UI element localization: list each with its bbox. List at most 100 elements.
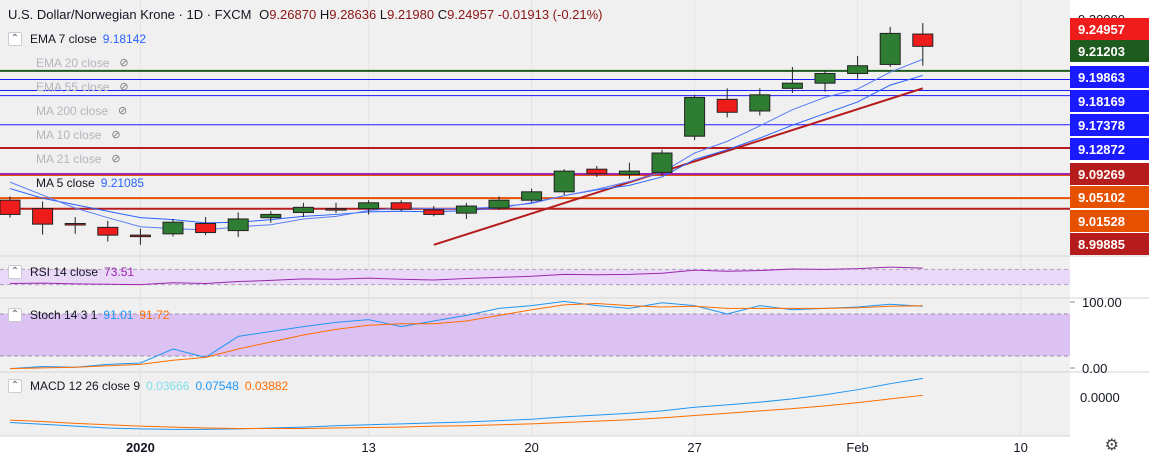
candle-body (195, 222, 217, 234)
osc-axis-label: 100.00 (1082, 295, 1122, 310)
eye-off-icon[interactable]: ⊘ (111, 129, 121, 141)
candle-body (423, 209, 445, 215)
time-axis-label: 27 (687, 440, 701, 455)
candle-body (651, 152, 673, 173)
price-label-bg (1070, 138, 1149, 160)
macd-signal-line (9, 394, 923, 429)
indicator-name: EMA 20 close (36, 56, 110, 70)
price-label-bg (1070, 114, 1149, 136)
indicator-legend-row[interactable]: EMA 20 close ⊘ (8, 54, 129, 72)
price-label-bg (1070, 66, 1149, 88)
price-label: 9.18169 (1078, 94, 1125, 109)
price-label: 9.21203 (1078, 44, 1125, 59)
rsi-legend[interactable]: ⌃ RSI 14 close 73.51 (8, 263, 134, 281)
macd-signal-value: 0.03882 (244, 379, 289, 393)
candle-body (32, 208, 54, 225)
indicator-legend-row[interactable]: MA 200 close ⊘ (8, 102, 127, 120)
chevron-up-icon[interactable]: ⌃ (8, 265, 22, 279)
symbol-title: U.S. Dollar/Norwegian Krone · 1D · FXCM (8, 7, 252, 22)
indicator-value: 9.21085 (100, 176, 145, 190)
price-label: 9.17378 (1078, 118, 1125, 133)
stoch-k-line (9, 300, 923, 370)
high-value: 9.28636 (329, 7, 377, 22)
eye-off-icon[interactable]: ⊘ (118, 105, 128, 117)
macd-line (9, 377, 923, 430)
stoch-k-value: 91.01 (103, 308, 134, 322)
candle-body (618, 170, 640, 175)
time-axis-label: Feb (846, 440, 868, 455)
open-value: 9.26870 (269, 7, 317, 22)
support-trendline (433, 87, 924, 246)
eye-off-icon[interactable]: ⊘ (111, 153, 121, 165)
osc-axis-label: 0.00 (1082, 361, 1107, 376)
price-label-bg (1070, 90, 1149, 112)
price-label-bg (1070, 18, 1149, 40)
indicator-legend-row[interactable]: MA 5 close 9.21085 (8, 174, 144, 192)
price-label: 9.12872 (1078, 142, 1125, 157)
price-label-bg (1070, 186, 1149, 208)
plot-background (0, 0, 1070, 436)
indicator-name: MA 21 close (36, 152, 102, 166)
rsi-value: 73.51 (104, 265, 135, 279)
macd-legend[interactable]: ⌃ MACD 12 26 close 9 0.03666 0.07548 0.0… (8, 377, 288, 395)
indicator-name: EMA 55 close (36, 80, 110, 94)
stoch-legend[interactable]: ⌃ Stoch 14 3 1 91.01 91.72 (8, 306, 169, 324)
indicator-legend-row[interactable]: ⌃ EMA 7 close 9.18142 (8, 30, 146, 48)
eye-off-icon[interactable]: ⊘ (119, 57, 129, 69)
gear-icon[interactable]: ⚙ (1104, 437, 1119, 454)
candle-body (912, 33, 934, 47)
chevron-up-icon[interactable]: ⌃ (8, 379, 22, 393)
rsi-line (9, 266, 923, 286)
candle-body (684, 96, 706, 137)
price-label-bg (1070, 233, 1149, 255)
candle-body (64, 222, 86, 226)
stoch-label: Stoch 14 3 1 (30, 308, 98, 322)
price-label: 9.01528 (1078, 214, 1125, 229)
indicator-legend-row[interactable]: MA 10 close ⊘ (8, 126, 121, 144)
symbol-header: U.S. Dollar/Norwegian Krone · 1D · FXCM … (8, 7, 603, 22)
price-label-bg (1070, 163, 1149, 185)
price-label: 9.24957 (1078, 22, 1125, 37)
candle-body (455, 205, 477, 214)
indicator-name: MA 10 close (36, 128, 102, 142)
candle-body (162, 221, 184, 235)
price-label: 9.05102 (1078, 190, 1125, 205)
candle-body (390, 202, 412, 210)
macd-line-value: 0.07548 (195, 379, 239, 393)
change-value: -0.01913 (-0.21%) (497, 7, 603, 22)
indicator-legend-row[interactable]: EMA 55 close ⊘ (8, 78, 129, 96)
indicator-name: MA 200 close (36, 104, 109, 118)
chevron-up-icon[interactable]: ⌃ (8, 32, 22, 46)
candle-body (227, 218, 249, 232)
candle-body (260, 213, 282, 219)
candle-body (129, 234, 151, 238)
indicator-name: MA 5 close (36, 176, 95, 190)
time-axis-label: 20 (524, 440, 538, 455)
candle-body (358, 202, 380, 210)
low-value: 9.21980 (387, 7, 435, 22)
time-axis-label: 10 (1013, 440, 1027, 455)
candle-body (879, 32, 901, 65)
candle-body (521, 191, 543, 201)
chevron-up-icon[interactable]: ⌃ (8, 308, 22, 322)
candle-body (488, 199, 510, 209)
candle-body (553, 170, 575, 193)
macd-axis-label: 0.0000 (1080, 390, 1120, 405)
indicator-legend-row[interactable]: MA 21 close ⊘ (8, 150, 121, 168)
indicator-value: 9.18142 (102, 32, 147, 46)
price-label-bg (1070, 40, 1149, 62)
rsi-label: RSI 14 close (30, 265, 99, 279)
eye-off-icon[interactable]: ⊘ (119, 81, 129, 93)
price-label-bg (1070, 210, 1149, 232)
candle-body (292, 206, 314, 213)
candle-body (716, 98, 738, 113)
stoch-band (0, 314, 1070, 356)
stoch-d-line (9, 302, 923, 370)
macd-hist-value: 0.03666 (146, 379, 190, 393)
time-axis-background (0, 436, 1070, 463)
indicator-name: EMA 7 close (30, 32, 97, 46)
candle-body (749, 94, 771, 112)
time-axis-label: 13 (361, 440, 375, 455)
